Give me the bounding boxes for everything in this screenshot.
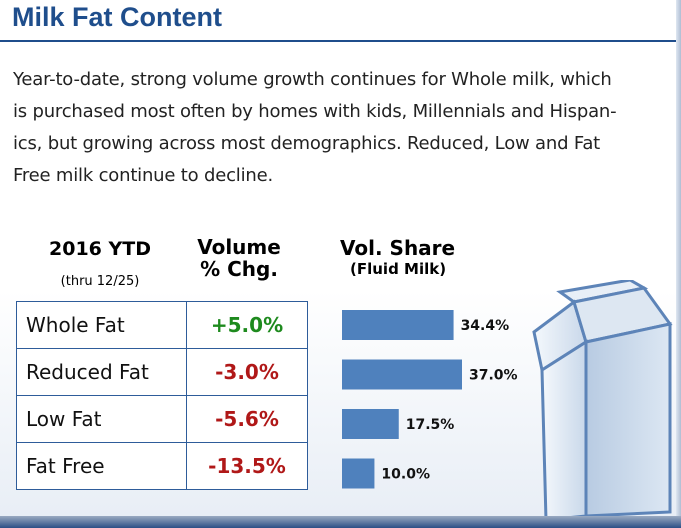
table-row: Reduced Fat -3.0% bbox=[16, 348, 308, 396]
segment-cell: Low Fat bbox=[16, 395, 187, 443]
bar-value-label: 10.0% bbox=[381, 467, 430, 483]
bar-value-label: 34.4% bbox=[461, 318, 510, 334]
bar-value-label: 37.0% bbox=[469, 368, 518, 384]
fat-content-table: Whole Fat +5.0% Reduced Fat -3.0% Low Fa… bbox=[16, 301, 308, 490]
volume-share-chart: 34.4% 37.0% 17.5% 10.0% bbox=[342, 310, 518, 489]
volume-header: Volume % Chg. bbox=[180, 236, 298, 280]
description-line: ics, but growing across most demographic… bbox=[13, 133, 601, 154]
segment-cell: Reduced Fat bbox=[16, 348, 187, 396]
table-row: Low Fat -5.6% bbox=[16, 395, 308, 443]
table-row: Fat Free -13.5% bbox=[16, 442, 308, 490]
bar-fat-free bbox=[342, 458, 375, 489]
table-row: Whole Fat +5.0% bbox=[16, 301, 308, 349]
chart-title: Vol. Share bbox=[340, 236, 456, 260]
page-title: Milk Fat Content bbox=[12, 2, 222, 32]
title-divider bbox=[0, 40, 681, 42]
volume-header-line: Volume bbox=[197, 235, 281, 259]
period-subheader: (thru 12/25) bbox=[60, 274, 140, 289]
change-cell: -13.5% bbox=[186, 442, 308, 490]
frame-edge bbox=[676, 0, 681, 528]
segment-cell: Fat Free bbox=[16, 442, 187, 490]
period-header: 2016 YTD bbox=[49, 238, 151, 260]
bottom-divider bbox=[0, 516, 681, 528]
change-cell: -5.6% bbox=[186, 395, 308, 443]
segment-cell: Whole Fat bbox=[16, 301, 187, 349]
change-cell: -3.0% bbox=[186, 348, 308, 396]
bar-low-fat bbox=[342, 409, 399, 439]
description-line: Free milk continue to decline. bbox=[13, 165, 273, 186]
chart-subtitle: (Fluid Milk) bbox=[350, 260, 447, 278]
change-cell: +5.0% bbox=[186, 301, 308, 349]
volume-header-line: % Chg. bbox=[200, 257, 278, 281]
bar-value-label: 17.5% bbox=[406, 417, 455, 433]
bar-whole-fat bbox=[342, 310, 454, 340]
description: Year-to-date, strong volume growth conti… bbox=[13, 64, 653, 192]
description-line: Year-to-date, strong volume growth conti… bbox=[13, 69, 612, 90]
milk-carton-icon bbox=[532, 280, 673, 520]
description-line: is purchased most often by homes with ki… bbox=[13, 101, 617, 122]
bar-reduced-fat bbox=[342, 359, 462, 390]
